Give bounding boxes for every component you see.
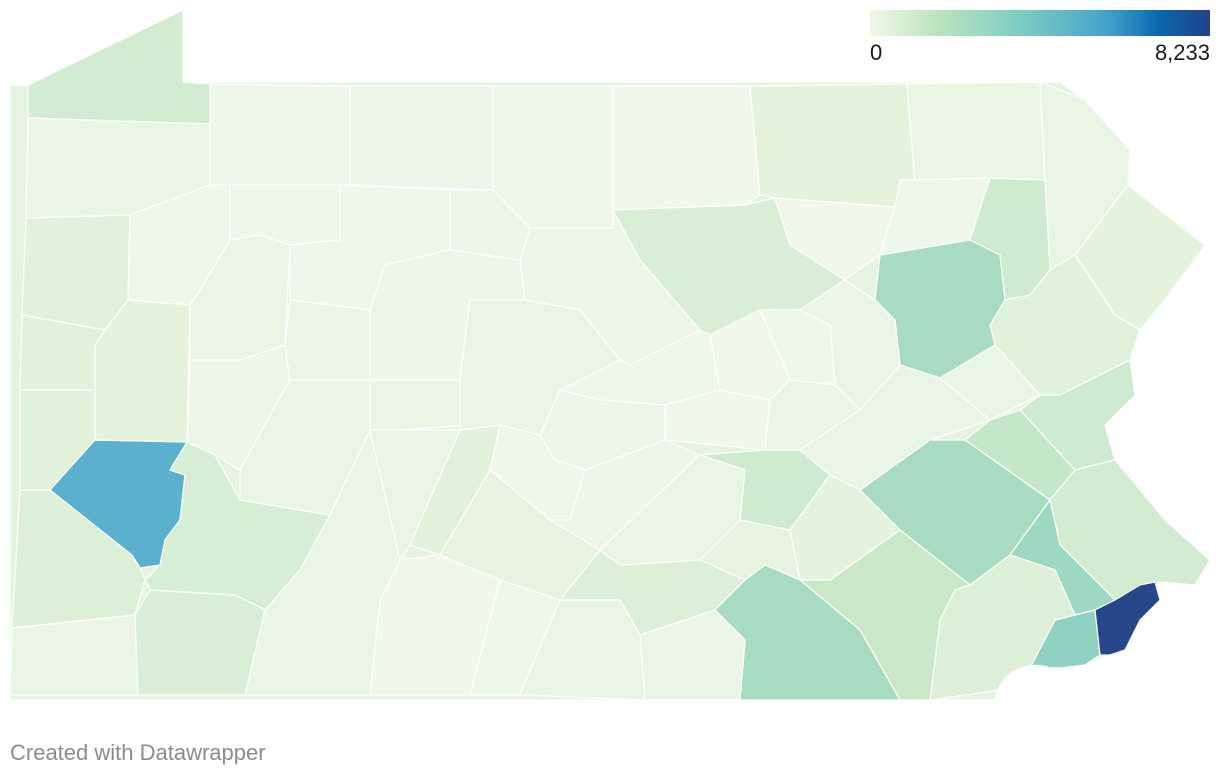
county-row-north-4[interactable] <box>492 85 614 229</box>
county-crawford-west[interactable] <box>21 214 131 331</box>
county-greene[interactable] <box>9 614 139 696</box>
county-fayette[interactable] <box>134 589 266 696</box>
county-row-north-2[interactable] <box>209 83 351 186</box>
legend-max-label: 8,233 <box>1154 40 1210 65</box>
county-row-north-3[interactable] <box>349 85 494 191</box>
county-franklin-south[interactable] <box>519 599 646 701</box>
county-cambria[interactable] <box>284 299 371 381</box>
county-monroe[interactable] <box>989 254 1141 396</box>
county-erie[interactable] <box>27 9 211 125</box>
county-bradford[interactable] <box>774 197 896 281</box>
datawrapper-credit[interactable]: Created with Datawrapper <box>10 740 266 765</box>
color-legend: 0 8,233 <box>870 10 1210 70</box>
legend-gradient-bar <box>870 10 1210 36</box>
legend-min-label: 0 <box>870 40 883 65</box>
river-cutout <box>994 664 1086 706</box>
county-philadelphia[interactable] <box>1094 581 1161 656</box>
county-row-north-5[interactable] <box>612 85 761 211</box>
county-clarion[interactable] <box>229 184 341 246</box>
county-row-north-7[interactable] <box>899 81 1046 186</box>
county-row-north-6[interactable] <box>749 83 916 208</box>
county-blair[interactable] <box>369 379 471 431</box>
